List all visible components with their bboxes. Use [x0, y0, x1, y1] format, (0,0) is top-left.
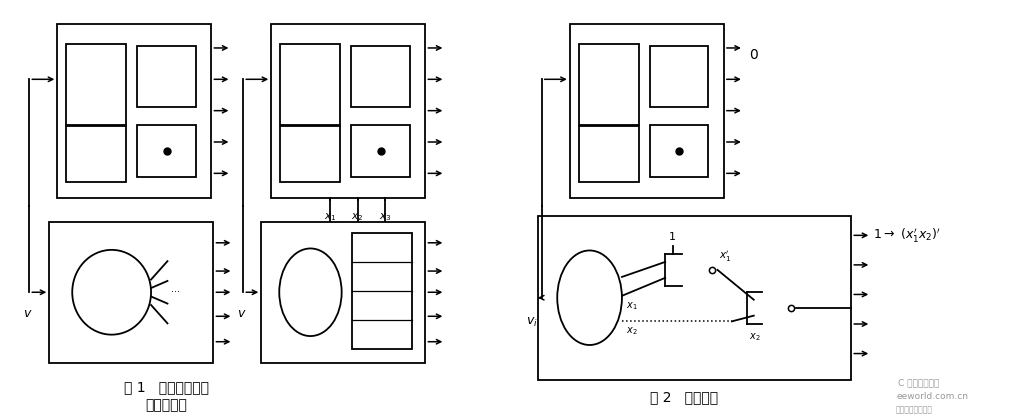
Bar	[579, 45, 638, 124]
Bar	[351, 233, 412, 349]
Bar	[649, 124, 708, 177]
Bar	[58, 24, 211, 198]
Bar	[649, 46, 708, 107]
Text: $v$: $v$	[22, 307, 32, 320]
Text: 注入符号后: 注入符号后	[145, 398, 188, 412]
Text: eeworld.com.cn: eeworld.com.cn	[896, 392, 968, 401]
Text: $x_2$: $x_2$	[351, 212, 364, 223]
Bar	[280, 126, 340, 182]
Bar	[579, 126, 638, 182]
Text: $x_2$: $x_2$	[748, 332, 761, 343]
Ellipse shape	[73, 250, 152, 334]
Text: 图 1   注入符号前及: 图 1 注入符号前及	[124, 380, 209, 394]
Text: $x_2$: $x_2$	[626, 325, 637, 337]
Text: $1{\rightarrow}\ (x_1'x_2)'$: $1{\rightarrow}\ (x_1'x_2)'$	[874, 226, 941, 244]
Bar	[280, 45, 340, 124]
Ellipse shape	[279, 248, 341, 336]
Bar	[49, 222, 213, 363]
Bar	[351, 46, 410, 107]
Bar	[67, 45, 126, 124]
Text: $x_3$: $x_3$	[379, 212, 392, 223]
Text: $x_1$: $x_1$	[626, 300, 637, 312]
Bar	[137, 124, 196, 177]
Bar	[262, 222, 425, 363]
Text: ···: ···	[172, 287, 181, 297]
Bar	[351, 124, 410, 177]
Text: 0: 0	[748, 48, 758, 62]
Bar	[570, 24, 724, 198]
Text: $x_1'$: $x_1'$	[719, 248, 732, 264]
Text: 图 2   符号传播: 图 2 符号传播	[650, 390, 718, 404]
Text: 1: 1	[670, 232, 676, 242]
Bar	[271, 24, 425, 198]
Bar	[538, 215, 851, 380]
Text: $v_i$: $v_i$	[526, 316, 537, 329]
Bar	[137, 46, 196, 107]
Text: 创新电子技术之美: 创新电子技术之美	[896, 405, 933, 414]
Text: C 电子工程世界: C 电子工程世界	[898, 378, 939, 387]
Ellipse shape	[558, 250, 622, 345]
Text: $x_1$: $x_1$	[323, 212, 336, 223]
Text: $v$: $v$	[236, 307, 246, 320]
Bar	[67, 126, 126, 182]
